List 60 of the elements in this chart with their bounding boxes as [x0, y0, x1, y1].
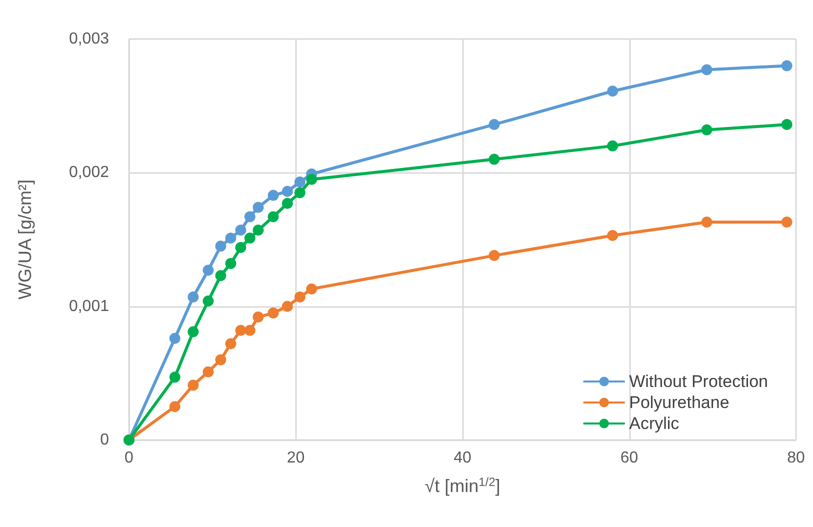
point — [294, 291, 306, 302]
point — [294, 176, 306, 188]
x-tick-label: 0 — [124, 450, 134, 466]
point — [169, 332, 180, 344]
x-tick-label: 20 — [286, 450, 305, 466]
x-tick-label: 80 — [787, 450, 805, 466]
point — [235, 242, 246, 254]
point — [244, 324, 256, 336]
point — [701, 64, 712, 76]
point — [306, 283, 318, 294]
point — [215, 240, 226, 252]
point — [169, 401, 180, 412]
point — [488, 154, 500, 165]
point — [252, 202, 264, 213]
point — [488, 119, 500, 130]
point — [701, 124, 712, 136]
x-tick-label: 40 — [454, 450, 472, 466]
point — [225, 232, 236, 244]
point — [268, 190, 279, 201]
y-tick-label: 0 — [100, 432, 110, 448]
point — [202, 366, 214, 378]
point — [215, 354, 226, 366]
x-tick-label: 60 — [620, 450, 638, 466]
point — [235, 324, 246, 336]
point — [244, 211, 256, 222]
point — [252, 224, 264, 236]
point — [169, 372, 180, 383]
point — [188, 291, 199, 302]
point — [781, 216, 792, 228]
point — [268, 308, 279, 319]
legend-label: Without Protection — [629, 372, 768, 391]
point — [202, 264, 214, 276]
point — [701, 216, 712, 228]
legend-label: Acrylic — [629, 414, 680, 433]
point — [607, 86, 618, 97]
point — [268, 211, 279, 222]
point — [202, 295, 214, 306]
point — [225, 258, 236, 270]
point — [607, 230, 618, 241]
point — [244, 232, 256, 244]
point — [488, 250, 500, 262]
point — [306, 174, 318, 185]
point — [215, 270, 226, 282]
point — [252, 312, 264, 323]
point — [781, 119, 792, 130]
point — [607, 140, 618, 152]
point — [294, 187, 306, 198]
y-axis-title: WG/UA [g/cm²] — [15, 179, 35, 300]
y-tick-label: 0,003 — [68, 30, 110, 48]
point — [282, 186, 293, 197]
y-tick-label: 0,002 — [68, 164, 110, 182]
point — [225, 338, 236, 350]
point — [282, 198, 293, 209]
point — [188, 326, 199, 338]
y-tick-label: 0,001 — [68, 298, 110, 315]
point — [781, 60, 792, 72]
legend-label: Polyurethane — [629, 393, 730, 412]
point — [188, 380, 199, 391]
point — [282, 300, 293, 312]
point — [235, 224, 246, 236]
